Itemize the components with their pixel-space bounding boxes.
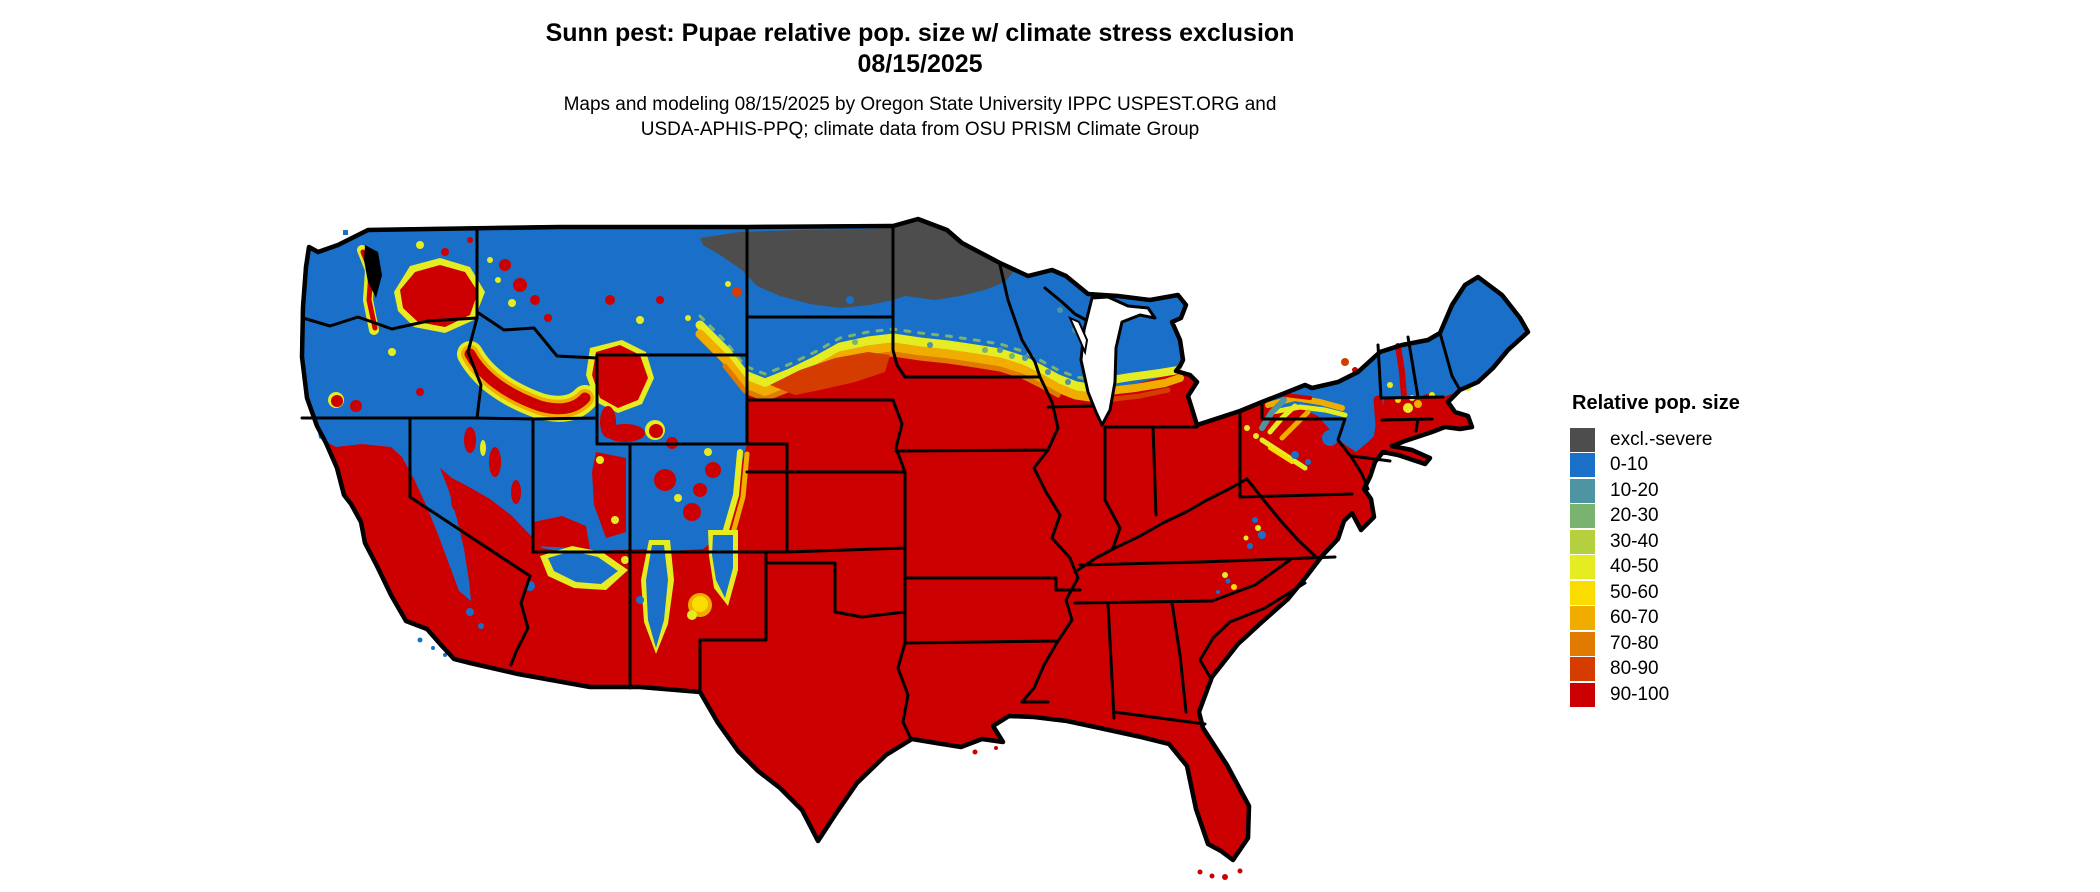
legend-swatch bbox=[1570, 555, 1595, 580]
legend-rows: excl.-severe 0-10 10-20 20-30 30-40 40-50 50-6… bbox=[1570, 427, 1740, 708]
florida-keys bbox=[1197, 869, 1203, 875]
legend-swatch bbox=[1570, 453, 1595, 478]
map-title: Sunn pest: Pupae relative pop. size w/ c… bbox=[545, 19, 1295, 47]
legend-label: excl.-severe bbox=[1610, 428, 1713, 450]
legend-swatch bbox=[1570, 504, 1595, 529]
legend-row: excl.-severe bbox=[1570, 427, 1740, 453]
state-borders bbox=[300, 224, 1462, 741]
legend-label: 40-50 bbox=[1610, 556, 1659, 578]
legend-swatch bbox=[1570, 606, 1595, 631]
subtitle-block: Maps and modeling 08/15/2025 by Oregon S… bbox=[150, 92, 1690, 142]
legend: Relative pop. size excl.-severe 0-10 10-20… bbox=[1570, 392, 1740, 708]
great-lakes bbox=[1068, 295, 1157, 427]
legend-label: 0-10 bbox=[1610, 454, 1649, 476]
legend-row: 70-80 bbox=[1570, 631, 1740, 657]
southwest-cool-patches bbox=[417, 517, 1266, 657]
map-date: 08/15/2025 bbox=[857, 50, 983, 78]
legend-title: Relative pop. size bbox=[1572, 392, 1740, 414]
green-bay bbox=[1068, 316, 1089, 356]
puget-sound bbox=[364, 245, 382, 298]
subtitle-line2: USDA-APHIS-PPQ; climate data from OSU PR… bbox=[640, 119, 1200, 140]
lake-michigan bbox=[1079, 295, 1157, 427]
legend-row: 0-10 bbox=[1570, 453, 1740, 479]
northwest-marker bbox=[343, 230, 348, 235]
legend-swatch bbox=[1570, 529, 1595, 554]
legend-row: 90-100 bbox=[1570, 682, 1740, 708]
legend-label: 90-100 bbox=[1610, 683, 1670, 705]
legend-row: 30-40 bbox=[1570, 529, 1740, 555]
title-block: Sunn pest: Pupae relative pop. size w/ c… bbox=[150, 18, 1690, 80]
legend-row: 50-60 bbox=[1570, 580, 1740, 606]
western-hot-patches bbox=[328, 237, 750, 549]
small-map-details bbox=[343, 230, 1243, 880]
legend-label: 70-80 bbox=[1610, 632, 1659, 654]
conus-outline bbox=[299, 216, 1531, 863]
legend-swatch bbox=[1570, 427, 1595, 452]
legend-row: 60-70 bbox=[1570, 606, 1740, 632]
legend-label: 30-40 bbox=[1610, 530, 1659, 552]
legend-label: 10-20 bbox=[1610, 479, 1659, 501]
legend-label: 20-30 bbox=[1610, 505, 1659, 527]
subtitle-line1: Maps and modeling 08/15/2025 by Oregon S… bbox=[563, 94, 1277, 115]
legend-row: 40-50 bbox=[1570, 555, 1740, 581]
legend-label: 50-60 bbox=[1610, 581, 1659, 603]
legend-swatch bbox=[1570, 580, 1595, 605]
legend-swatch bbox=[1570, 478, 1595, 503]
legend-row: 10-20 bbox=[1570, 478, 1740, 504]
legend-row: 20-30 bbox=[1570, 504, 1740, 530]
legend-swatch bbox=[1570, 657, 1595, 682]
legend-swatch bbox=[1570, 631, 1595, 656]
legend-swatch bbox=[1570, 682, 1595, 707]
exclusion-zone-gray bbox=[700, 221, 1014, 308]
legend-row: 80-90 bbox=[1570, 657, 1740, 683]
legend-label: 60-70 bbox=[1610, 607, 1659, 629]
region-low-pop-west-north bbox=[302, 219, 1186, 601]
legend-label: 80-90 bbox=[1610, 658, 1659, 680]
